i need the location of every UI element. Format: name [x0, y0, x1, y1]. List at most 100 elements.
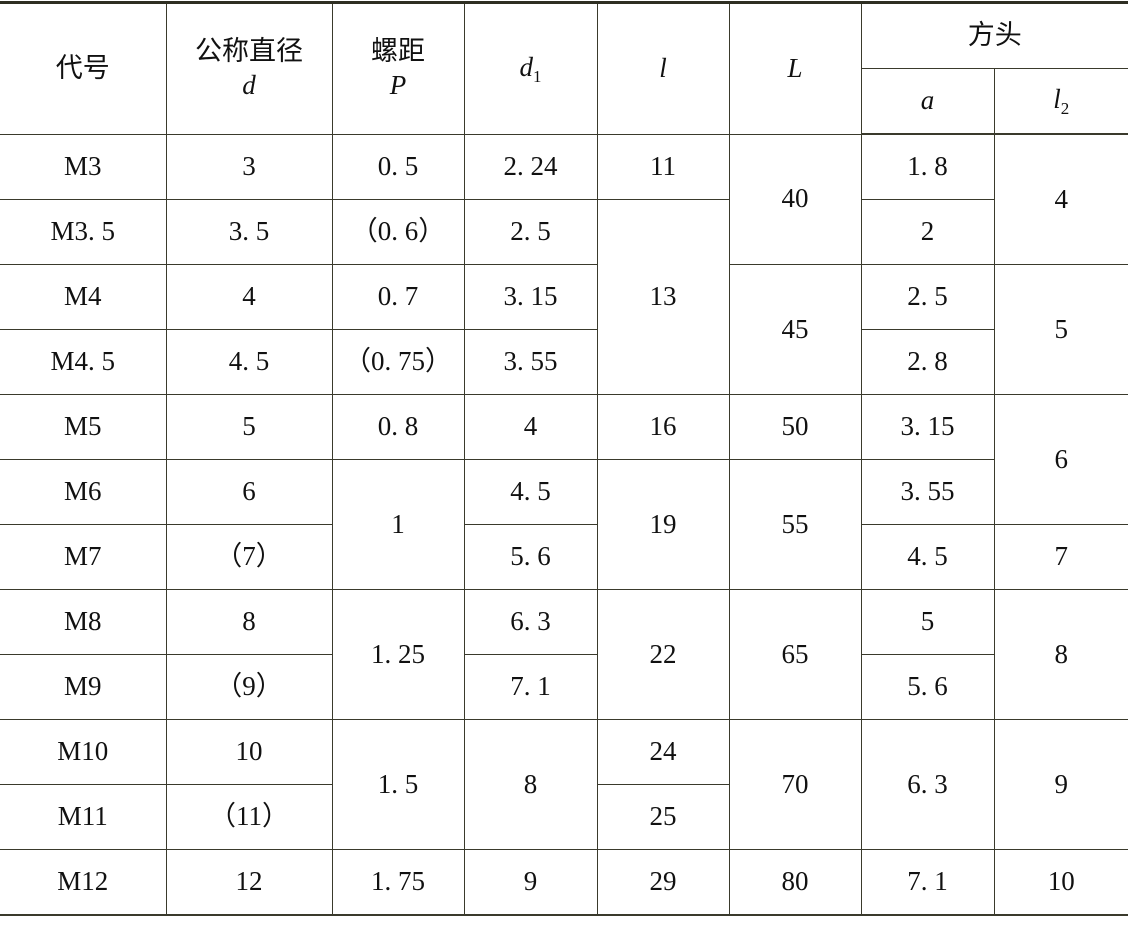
- table-cell: 0. 5: [331, 133, 465, 200]
- table-cell: M9: [0, 654, 167, 720]
- table-row: M8 8 1. 25 6. 3 22 65 5 8: [0, 589, 1128, 720]
- table-cell: 4. 5: [165, 329, 333, 395]
- header-pitch: 螺距 P: [331, 1, 465, 135]
- table-cell: M3: [0, 133, 167, 200]
- table-cell: 10: [165, 719, 333, 785]
- table-cell: 6. 3: [860, 719, 995, 850]
- table-cell: 7: [993, 524, 1128, 590]
- table-cell: 45: [728, 264, 862, 395]
- table-cell: 6: [165, 459, 333, 525]
- table-cell: 50: [728, 394, 862, 460]
- table-cell: 4: [993, 133, 1128, 265]
- table-cell: 5: [860, 589, 995, 655]
- table-cell: 10: [993, 849, 1128, 916]
- table-cell: 29: [596, 849, 730, 916]
- table-cell: 2. 24: [463, 133, 598, 200]
- table-cell: 40: [728, 133, 862, 265]
- table-cell: 4: [165, 264, 333, 330]
- header-d1: d1: [463, 1, 598, 135]
- table-cell: （7）: [165, 524, 333, 590]
- table-cell: M8: [0, 589, 167, 655]
- table-cell: 3: [165, 133, 333, 200]
- table-cell: 4. 5: [860, 524, 995, 590]
- table-cell: M10: [0, 719, 167, 785]
- table-cell: 3. 15: [860, 394, 995, 460]
- table-cell: 6. 3: [463, 589, 598, 655]
- table-cell: 2: [860, 199, 994, 265]
- table-cell: 2. 8: [860, 329, 994, 395]
- table-cell: M4: [0, 264, 167, 330]
- table-cell: 16: [596, 394, 730, 460]
- table-row: M4. 5 4. 5 （0. 75） 3. 55 2. 8: [0, 329, 1128, 395]
- table-cell: 7. 1: [463, 654, 598, 720]
- header-L: L: [728, 1, 862, 135]
- table-cell: 1. 5: [331, 719, 465, 850]
- table-cell: （11）: [165, 784, 333, 850]
- table-row: M12 12 1. 75 9 29 80 7. 1 10: [0, 849, 1128, 916]
- table-cell: 55: [728, 459, 862, 590]
- table-cell: 70: [728, 719, 862, 850]
- table-cell: 5: [165, 394, 333, 460]
- table-cell: 12: [165, 849, 333, 916]
- header-l: l: [596, 1, 730, 135]
- table-cell: 3. 55: [860, 459, 994, 525]
- table-cell: 13: [596, 199, 730, 395]
- table-cell: 8: [993, 589, 1128, 720]
- table-cell: 1. 8: [860, 133, 995, 200]
- table-cell: M4. 5: [0, 329, 167, 395]
- table-row: M6 6 1 4. 5 19 55 3. 55: [0, 459, 1128, 590]
- table-cell: （9）: [165, 654, 333, 720]
- table-row: M9 （9） 7. 1 5. 6: [0, 654, 1128, 720]
- table-cell: 2. 5: [860, 264, 995, 330]
- table-cell: 6: [993, 394, 1128, 525]
- table-cell: 5: [993, 264, 1128, 395]
- table-row: M11 （11） 25: [0, 784, 1128, 850]
- table-cell: 1: [331, 459, 465, 590]
- table-cell: 8: [165, 589, 333, 655]
- table-cell: 1. 25: [331, 589, 465, 720]
- table-cell: M12: [0, 849, 167, 916]
- table-cell: 22: [596, 589, 730, 720]
- table-cell: M6: [0, 459, 167, 525]
- table-cell: 9: [993, 719, 1128, 850]
- table-cell: M3. 5: [0, 199, 167, 265]
- header-nominal-diameter: 公称直径 d: [165, 1, 333, 135]
- table-body: M3 3 0. 5 2. 24 11 40 1. 8 4 M3. 5 3. 5 （0. 6） 2. 5…: [0, 133, 1128, 916]
- table-cell: M7: [0, 524, 167, 590]
- table-cell: 7. 1: [860, 849, 995, 916]
- table-row: M5 5 0. 8 4 16 50 3. 15 6: [0, 394, 1128, 525]
- header-a: a: [861, 68, 995, 135]
- table-cell: 65: [728, 589, 862, 720]
- table-row: M3. 5 3. 5 （0. 6） 2. 5 13 2: [0, 199, 1128, 395]
- table-cell: 3. 15: [463, 264, 598, 330]
- table-cell: 8: [463, 719, 598, 850]
- table-cell: （0. 6）: [331, 199, 465, 265]
- table-cell: 80: [728, 849, 862, 916]
- table-cell: 24: [596, 719, 730, 785]
- table-cell: 0. 8: [331, 394, 465, 460]
- table-cell: 0. 7: [331, 264, 465, 330]
- table-cell: （0. 75）: [331, 329, 465, 395]
- header-l2: l2: [993, 68, 1128, 135]
- table-cell: 2. 5: [463, 199, 598, 265]
- table-cell: 1. 75: [331, 849, 465, 916]
- table-cell: 9: [463, 849, 598, 916]
- table-cell: 3. 55: [463, 329, 598, 395]
- table-cell: 5. 6: [463, 524, 598, 590]
- table-cell: M5: [0, 394, 167, 460]
- header-code: 代号: [0, 1, 167, 135]
- table-cell: 25: [596, 784, 729, 850]
- header-square-head: 方头: [860, 1, 1128, 69]
- table-cell: 4: [463, 394, 598, 460]
- table-cell: 4. 5: [463, 459, 598, 525]
- table-cell: 3. 5: [165, 199, 333, 265]
- table-cell: 5. 6: [860, 654, 994, 720]
- table-cell: M11: [0, 784, 167, 850]
- table-cell: 19: [596, 459, 730, 590]
- table-cell: 11: [596, 133, 730, 200]
